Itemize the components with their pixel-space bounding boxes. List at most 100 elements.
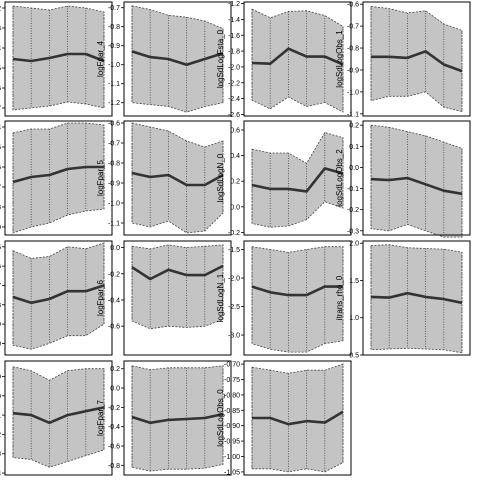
- y-tick-label: -0.95: [224, 439, 240, 446]
- panel: -0.7 -0.8 -0.9 -1.0 -1.1 -1.2 logFpar_4: [96, 1, 232, 117]
- confidence-band: [251, 8, 344, 113]
- y-tick-label: -0.4: [108, 297, 120, 304]
- y-tick-label: -0.2: [347, 207, 359, 214]
- y-tick-label: -1.0: [347, 89, 359, 96]
- y-tick-label: -2.0: [228, 64, 240, 71]
- y-axis-label: logSdLogObs_0: [216, 389, 225, 447]
- y-axis-label: logSdLogObs_1: [335, 30, 344, 88]
- panel: 0.6 0.4 0.2 0.0 -0.2 logSdLogN_0: [216, 120, 352, 237]
- panel-frame: [243, 1, 352, 117]
- panel-frame: [123, 120, 232, 236]
- panel-frame: [4, 360, 113, 476]
- y-tick-label: -1.3: [0, 451, 1, 458]
- estimate-line: [12, 52, 105, 63]
- panel-frame: [243, 120, 352, 236]
- estimate-line: [251, 285, 343, 297]
- y-tick-label: -1.0: [0, 393, 1, 400]
- y-tick-label: -0.9: [108, 181, 120, 188]
- y-tick-label: -1.05: [224, 469, 240, 476]
- y-tick-label: 2.0: [349, 241, 359, 248]
- y-tick-label: -1.2: [228, 1, 240, 8]
- estimate-line: [251, 167, 344, 193]
- panel: 0.2 0.0 -0.2 -0.4 -0.6 -0.8 logFpar_7: [96, 360, 232, 476]
- confidence-band: [370, 244, 463, 354]
- y-axis-label: logFpar_5: [96, 159, 105, 196]
- y-tick-label: -1.0: [108, 62, 120, 69]
- panel: -0.2-0.3-0.4-0.5-0.6-0.7logFpar_0: [0, 1, 113, 117]
- panel: 0.0 -0.2 -0.4 -0.6 logFpar_6: [96, 240, 232, 356]
- y-tick-label: -0.2: [228, 230, 240, 237]
- y-tick-label: 0.0: [110, 245, 120, 252]
- confidence-band: [251, 132, 344, 228]
- y-tick-label: -3.0: [228, 333, 240, 340]
- confidence-band: [251, 363, 344, 473]
- y-tick-label: -1.1: [347, 111, 359, 118]
- y-tick-label: -0.6: [0, 165, 1, 172]
- y-tick-label: -0.9: [108, 43, 120, 50]
- y-tick-label: 0.0: [349, 165, 359, 172]
- y-axis-label: logSdLogN_1: [216, 273, 225, 322]
- y-tick-label: -1.6: [228, 33, 240, 40]
- panel: -0.6 -0.7 -0.8 -0.9 -1.0 -1.1 logFpar_5: [96, 120, 232, 236]
- y-tick-label: -0.4: [0, 125, 1, 132]
- y-tick-label: -0.7: [0, 185, 1, 192]
- y-tick-label: -0.3: [0, 26, 1, 33]
- panel-frame: [123, 240, 232, 356]
- confidence-band: [370, 5, 463, 113]
- y-tick-label: 0.0: [110, 386, 120, 393]
- y-tick-label: 0.2: [349, 123, 359, 130]
- confidence-band: [131, 5, 224, 113]
- y-tick-label: -1.2: [0, 432, 1, 439]
- y-axis-label: logFpar_6: [96, 279, 105, 316]
- y-tick-label: -2.2: [228, 80, 240, 87]
- estimate-line: [370, 176, 463, 196]
- y-tick-label: -0.6: [108, 121, 120, 128]
- y-tick-label: -0.8: [108, 463, 120, 470]
- panel-frame: [123, 1, 232, 117]
- panel-frame: [362, 120, 471, 236]
- y-axis-label: logSdLogObs_2: [335, 149, 344, 207]
- panel-frame: [243, 240, 352, 356]
- y-tick-label: -0.9: [0, 225, 1, 232]
- y-tick-label: -0.8: [0, 205, 1, 212]
- y-tick-label: -0.8: [108, 24, 120, 31]
- y-tick-label: -0.1: [347, 186, 359, 193]
- estimate-line: [12, 165, 104, 184]
- y-tick-label: -0.8: [347, 46, 359, 53]
- panel: -0.9-1.0-1.1-1.2-1.3-1.4logFpar_3: [0, 360, 113, 478]
- estimate-line: [12, 284, 105, 305]
- y-tick-label: -0.7: [108, 5, 120, 12]
- estimate-line: [131, 264, 224, 281]
- panel-frame: [4, 240, 113, 356]
- y-tick-label: -0.9: [347, 67, 359, 74]
- y-tick-label: -0.9: [0, 374, 1, 381]
- y-tick-label: -0.6: [0, 264, 1, 271]
- y-axis-label: logFpar_7: [96, 399, 105, 436]
- estimate-line: [131, 50, 224, 66]
- panel-frame: [123, 360, 232, 476]
- y-tick-label: -0.5: [0, 244, 1, 251]
- y-tick-label: -0.2: [108, 405, 120, 412]
- panel: 2.0 1.5 1.0 0.5 itrans_rho_0: [335, 240, 471, 360]
- y-tick-label: -1.5: [228, 247, 240, 254]
- y-axis-label: logSdLogFsta_0: [216, 29, 225, 88]
- y-tick-label: -2.5: [228, 304, 240, 311]
- y-tick-label: -0.8: [108, 161, 120, 168]
- estimate-line: [131, 412, 224, 425]
- y-tick-label: -0.2: [0, 6, 1, 13]
- confidence-band: [12, 5, 105, 111]
- y-tick-label: -0.6: [108, 324, 120, 331]
- y-tick-label: -1.2: [108, 100, 120, 107]
- y-tick-label: 0.5: [349, 353, 359, 360]
- y-tick-label: -1.4: [0, 471, 1, 478]
- y-tick-label: -1.0: [108, 201, 120, 208]
- panel: -0.6 -0.7 -0.8 -0.9 -1.0 -1.1 logSdLogObs_1: [335, 1, 471, 118]
- panel-frame: [243, 360, 352, 476]
- y-tick-label: 1.0: [349, 315, 359, 322]
- y-tick-label: -0.5: [0, 145, 1, 152]
- y-tick-label: -0.85: [224, 408, 240, 415]
- panel-frame: [4, 120, 113, 236]
- y-axis-label: logFpar_4: [96, 40, 105, 77]
- y-tick-label: 0.4: [230, 153, 240, 160]
